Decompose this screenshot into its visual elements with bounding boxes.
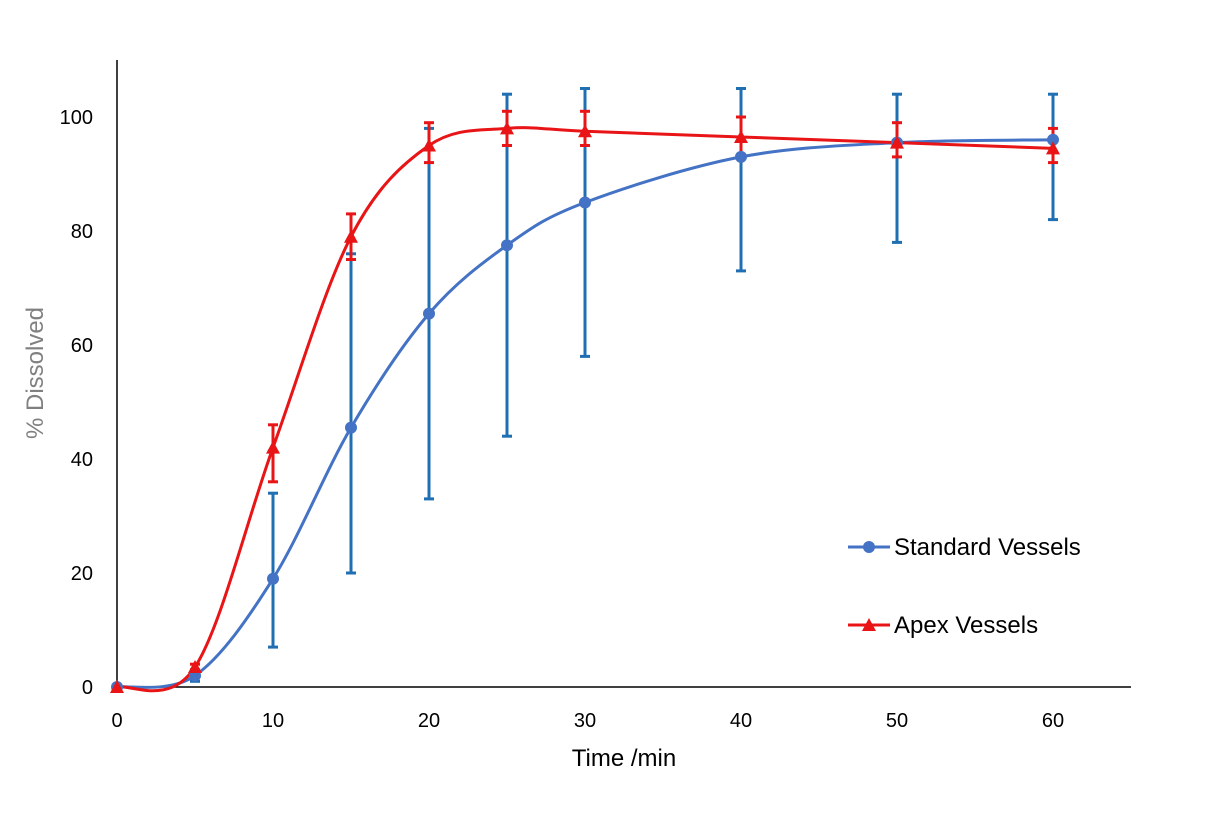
- data-point-apex: [578, 124, 592, 138]
- x-tick-label: 30: [574, 710, 596, 732]
- y-axis-label: % Dissolved: [22, 307, 49, 439]
- series-line-standard: [116, 138, 1054, 689]
- error-bar-standard: [268, 491, 278, 649]
- data-point-standard: [579, 196, 591, 209]
- legend-circle-marker: [863, 541, 875, 553]
- data-point-apex: [1046, 141, 1060, 155]
- data-point-apex: [110, 680, 124, 693]
- legend: Standard Vessels Apex Vessels: [848, 534, 1081, 639]
- x-tick-label: 60: [1042, 710, 1064, 732]
- error-bars: [190, 87, 1058, 683]
- data-point-apex: [266, 440, 280, 454]
- data-point-apex: [422, 138, 436, 152]
- y-tick-label: 80: [71, 221, 93, 243]
- y-tick-label: 100: [60, 107, 93, 129]
- series-lines: [116, 126, 1054, 693]
- data-markers: [110, 121, 1060, 693]
- series-line-apex: [116, 126, 1054, 693]
- legend-triangle-marker: [862, 618, 876, 631]
- data-point-standard: [345, 421, 357, 434]
- y-tick-label: 0: [82, 677, 93, 699]
- x-tick-label: 20: [418, 710, 440, 732]
- x-tick-label: 50: [886, 710, 908, 732]
- error-bar-standard: [502, 92, 512, 438]
- data-point-apex: [734, 129, 748, 143]
- legend-item-apex: Apex Vessels: [848, 612, 1038, 639]
- data-point-apex: [188, 660, 202, 674]
- data-point-apex: [500, 121, 514, 135]
- data-point-standard: [501, 239, 513, 252]
- y-tick-label: 60: [71, 335, 93, 357]
- x-tick-label: 10: [262, 710, 284, 732]
- error-bar-standard: [346, 252, 356, 575]
- axes: [116, 60, 1131, 688]
- legend-item-standard: Standard Vessels: [848, 534, 1081, 561]
- data-point-apex: [344, 229, 358, 243]
- error-bar-standard: [892, 92, 902, 244]
- x-axis-label: Time /min: [572, 745, 676, 772]
- y-tick-label: 40: [71, 449, 93, 471]
- data-point-standard: [423, 307, 435, 320]
- legend-label-apex: Apex Vessels: [894, 612, 1038, 639]
- tick-labels: 0 10 20 30 40 50 60 0 20 40 60 80 100: [60, 107, 1065, 732]
- data-point-standard: [735, 150, 747, 163]
- data-point-standard: [1047, 133, 1059, 146]
- data-point-apex: [890, 135, 904, 149]
- y-tick-label: 20: [71, 563, 93, 585]
- x-tick-label: 0: [111, 710, 122, 732]
- legend-label-standard: Standard Vessels: [894, 534, 1081, 561]
- data-point-standard: [267, 572, 279, 585]
- x-tick-label: 40: [730, 710, 752, 732]
